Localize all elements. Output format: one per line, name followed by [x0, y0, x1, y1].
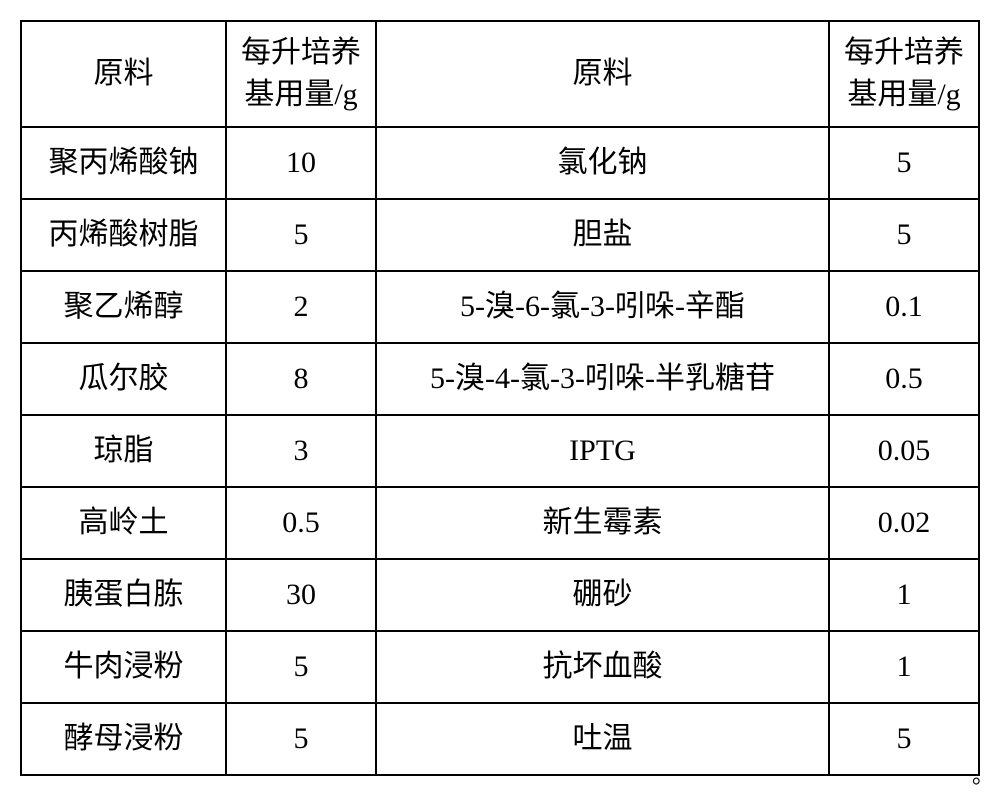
cell-amount: 5	[226, 703, 376, 775]
table-row: 丙烯酸树脂5胆盐5	[21, 199, 979, 271]
cell-material: 5-溴-6-氯-3-吲哚-辛酯	[376, 271, 829, 343]
cell-amount: 10	[226, 127, 376, 199]
cell-material: 胰蛋白胨	[21, 559, 226, 631]
cell-material: IPTG	[376, 415, 829, 487]
cell-amount: 3	[226, 415, 376, 487]
cell-material: 琼脂	[21, 415, 226, 487]
cell-amount: 8	[226, 343, 376, 415]
table-row: 瓜尔胶85-溴-4-氯-3-吲哚-半乳糖苷0.5	[21, 343, 979, 415]
table-row: 高岭土0.5新生霉素0.02	[21, 487, 979, 559]
table-row: 胰蛋白胨30硼砂1	[21, 559, 979, 631]
cell-amount: 5	[829, 199, 979, 271]
cell-material: 聚丙烯酸钠	[21, 127, 226, 199]
cell-material: 抗坏血酸	[376, 631, 829, 703]
cell-amount: 1	[829, 631, 979, 703]
table-row: 牛肉浸粉5抗坏血酸1	[21, 631, 979, 703]
cell-material: 聚乙烯醇	[21, 271, 226, 343]
table-head: 原料 每升培养基用量/g 原料 每升培养基用量/g	[21, 21, 979, 127]
col-header-amount-2: 每升培养基用量/g	[829, 21, 979, 127]
cell-material: 吐温	[376, 703, 829, 775]
cell-amount: 0.5	[829, 343, 979, 415]
cell-amount: 5	[829, 127, 979, 199]
materials-table: 原料 每升培养基用量/g 原料 每升培养基用量/g 聚丙烯酸钠10氯化钠5丙烯酸…	[20, 20, 980, 776]
cell-amount: 5	[226, 199, 376, 271]
cell-amount: 5	[829, 703, 979, 775]
cell-material: 高岭土	[21, 487, 226, 559]
cell-amount: 0.5	[226, 487, 376, 559]
table-row: 酵母浸粉5吐温5	[21, 703, 979, 775]
cell-amount: 0.02	[829, 487, 979, 559]
col-header-material-1: 原料	[21, 21, 226, 127]
cell-amount: 1	[829, 559, 979, 631]
table-row: 聚乙烯醇25-溴-6-氯-3-吲哚-辛酯0.1	[21, 271, 979, 343]
cell-amount: 0.05	[829, 415, 979, 487]
cell-material: 丙烯酸树脂	[21, 199, 226, 271]
header-row: 原料 每升培养基用量/g 原料 每升培养基用量/g	[21, 21, 979, 127]
cell-material: 瓜尔胶	[21, 343, 226, 415]
trailing-period: 。	[972, 758, 994, 790]
cell-material: 牛肉浸粉	[21, 631, 226, 703]
cell-material: 胆盐	[376, 199, 829, 271]
table-row: 聚丙烯酸钠10氯化钠5	[21, 127, 979, 199]
col-header-amount-1: 每升培养基用量/g	[226, 21, 376, 127]
cell-material: 新生霉素	[376, 487, 829, 559]
cell-material: 酵母浸粉	[21, 703, 226, 775]
cell-amount: 30	[226, 559, 376, 631]
cell-amount: 5	[226, 631, 376, 703]
cell-material: 5-溴-4-氯-3-吲哚-半乳糖苷	[376, 343, 829, 415]
cell-amount: 2	[226, 271, 376, 343]
col-header-material-2: 原料	[376, 21, 829, 127]
cell-material: 硼砂	[376, 559, 829, 631]
cell-material: 氯化钠	[376, 127, 829, 199]
table-row: 琼脂3IPTG0.05	[21, 415, 979, 487]
table-body: 聚丙烯酸钠10氯化钠5丙烯酸树脂5胆盐5聚乙烯醇25-溴-6-氯-3-吲哚-辛酯…	[21, 127, 979, 775]
cell-amount: 0.1	[829, 271, 979, 343]
table-container: 原料 每升培养基用量/g 原料 每升培养基用量/g 聚丙烯酸钠10氯化钠5丙烯酸…	[0, 0, 1000, 776]
